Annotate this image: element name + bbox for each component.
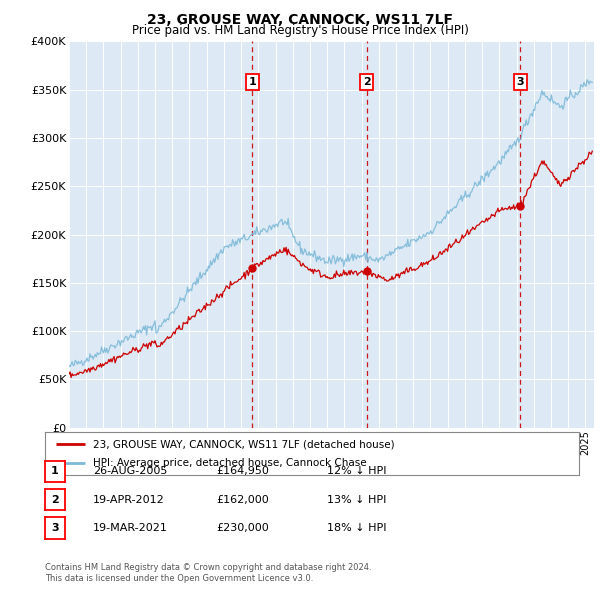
Text: 23, GROUSE WAY, CANNOCK, WS11 7LF (detached house): 23, GROUSE WAY, CANNOCK, WS11 7LF (detac… <box>93 440 395 450</box>
Text: £164,950: £164,950 <box>216 467 269 476</box>
Text: 13% ↓ HPI: 13% ↓ HPI <box>327 495 386 504</box>
Text: 26-AUG-2005: 26-AUG-2005 <box>93 467 167 476</box>
Text: 18% ↓ HPI: 18% ↓ HPI <box>327 523 386 533</box>
Text: Contains HM Land Registry data © Crown copyright and database right 2024.: Contains HM Land Registry data © Crown c… <box>45 563 371 572</box>
Text: This data is licensed under the Open Government Licence v3.0.: This data is licensed under the Open Gov… <box>45 574 313 583</box>
Text: 1: 1 <box>51 467 59 476</box>
Text: 19-APR-2012: 19-APR-2012 <box>93 495 165 504</box>
Text: 3: 3 <box>517 77 524 87</box>
Text: 23, GROUSE WAY, CANNOCK, WS11 7LF: 23, GROUSE WAY, CANNOCK, WS11 7LF <box>147 13 453 27</box>
Text: HPI: Average price, detached house, Cannock Chase: HPI: Average price, detached house, Cann… <box>93 458 367 468</box>
Text: 2: 2 <box>51 495 59 504</box>
Text: £162,000: £162,000 <box>216 495 269 504</box>
Text: 12% ↓ HPI: 12% ↓ HPI <box>327 467 386 476</box>
Text: 3: 3 <box>51 523 59 533</box>
Text: 19-MAR-2021: 19-MAR-2021 <box>93 523 168 533</box>
Text: £230,000: £230,000 <box>216 523 269 533</box>
Text: Price paid vs. HM Land Registry's House Price Index (HPI): Price paid vs. HM Land Registry's House … <box>131 24 469 37</box>
Text: 2: 2 <box>363 77 371 87</box>
Text: 1: 1 <box>248 77 256 87</box>
